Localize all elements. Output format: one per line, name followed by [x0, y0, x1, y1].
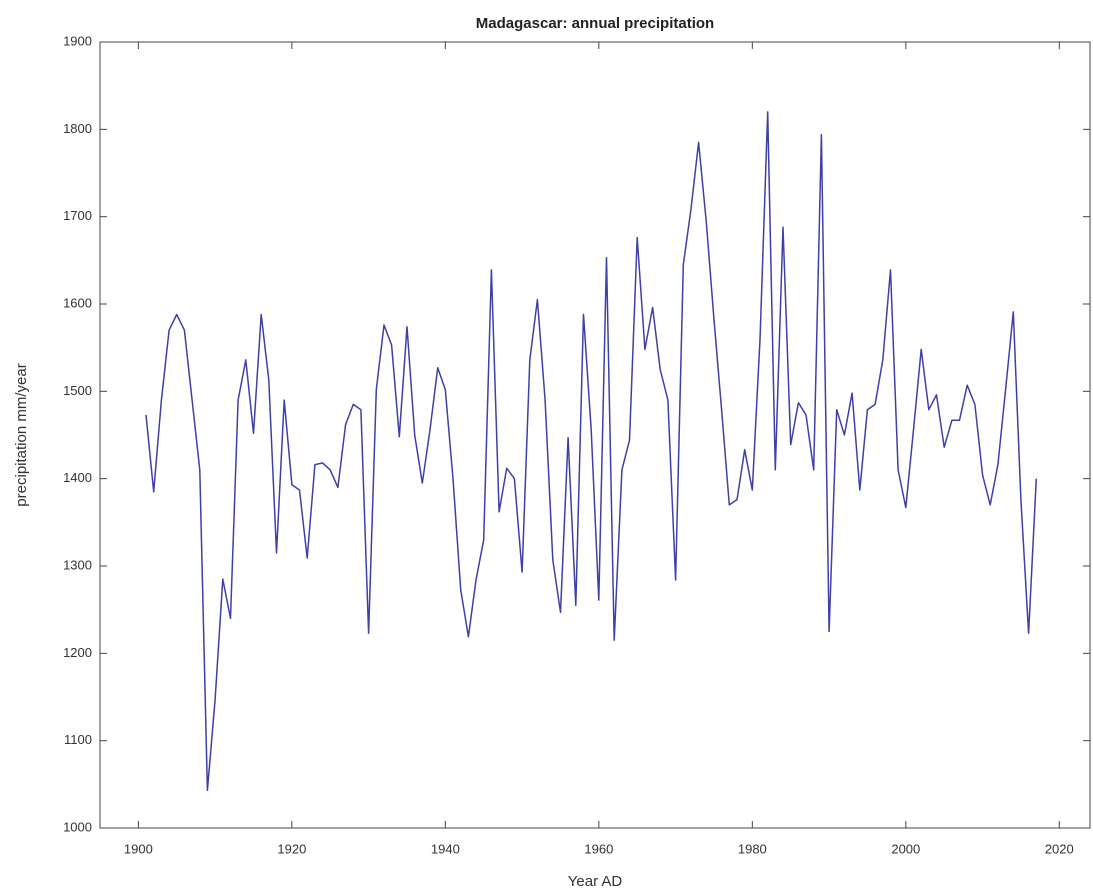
x-axis-label: Year AD [568, 873, 623, 890]
x-tick-label: 1940 [431, 841, 460, 856]
y-tick-label: 1000 [63, 819, 92, 834]
y-tick-label: 1500 [63, 383, 92, 398]
y-tick-label: 1800 [63, 121, 92, 136]
y-tick-label: 1100 [64, 732, 92, 747]
x-tick-label: 1960 [584, 841, 613, 856]
x-tick-label: 2000 [891, 841, 920, 856]
x-tick-label: 2020 [1045, 841, 1074, 856]
y-tick-label: 1300 [63, 557, 92, 572]
y-tick-label: 1200 [63, 645, 92, 660]
plot-frame [99, 41, 1091, 829]
x-tick-label: 1980 [738, 841, 767, 856]
y-axis-label: precipitation mm/year [13, 363, 30, 506]
y-tick-label: 1700 [63, 208, 92, 223]
chart-title: Madagascar: annual precipitation [476, 15, 714, 32]
x-tick-label: 1900 [124, 841, 153, 856]
y-tick-label: 1400 [63, 470, 92, 485]
x-tick-label: 1920 [277, 841, 306, 856]
y-tick-label: 1900 [63, 33, 92, 48]
data-line [145, 111, 1038, 792]
y-tick-label: 1600 [63, 295, 92, 310]
